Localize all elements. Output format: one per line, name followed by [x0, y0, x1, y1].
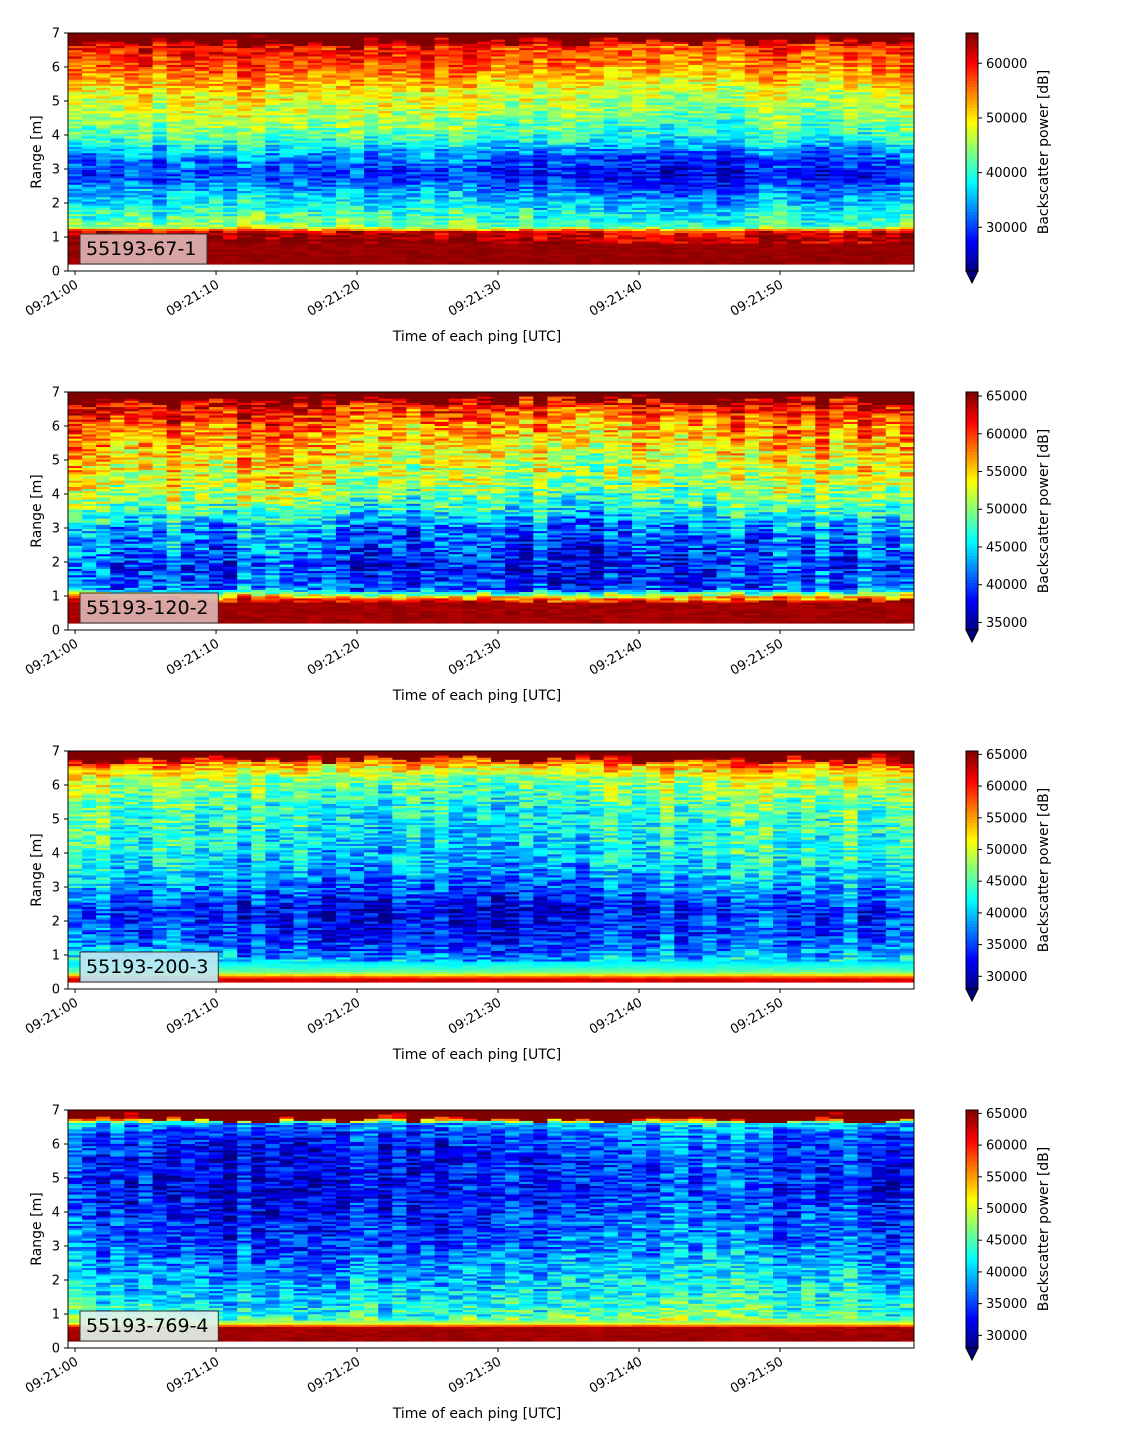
heatmap-cells: [68, 33, 914, 265]
